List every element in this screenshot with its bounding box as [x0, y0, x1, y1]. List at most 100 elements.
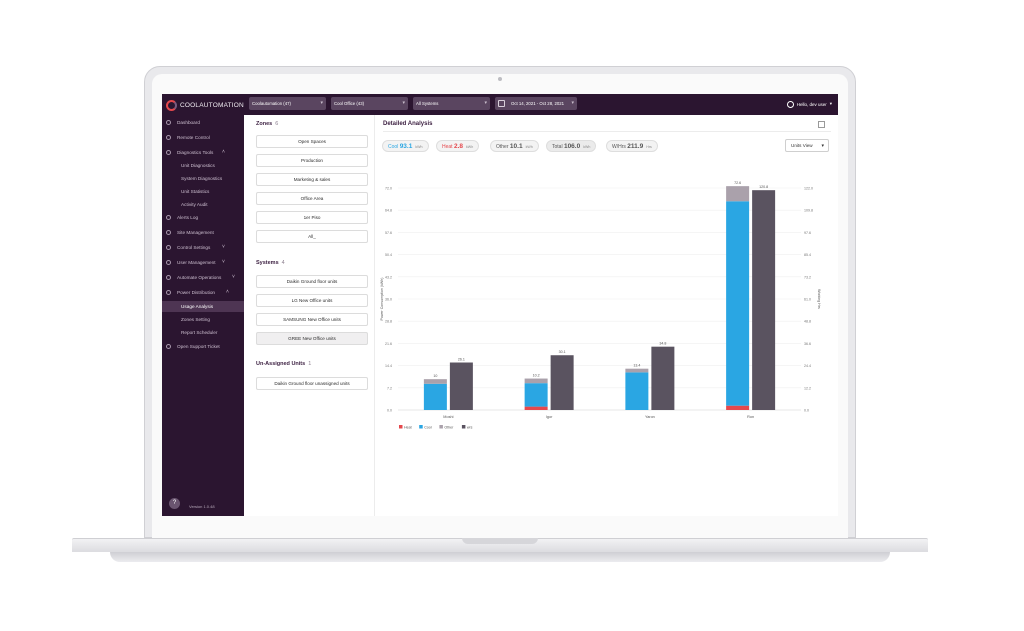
divider [383, 131, 831, 132]
site-select-value: Cool Office (43) [334, 101, 365, 106]
units-view-select[interactable]: Units View ▾ [785, 139, 829, 152]
pill-heat: Heat 2.8 kWh [436, 140, 480, 152]
site-select[interactable]: Cool Office (43) ▾ [331, 97, 408, 110]
y-tick-label: 28.8 [385, 320, 392, 324]
bar-wrs [651, 346, 675, 410]
system-item[interactable]: LG New Office units [256, 294, 368, 307]
zones-title: Zones 6 [256, 121, 278, 127]
sidebar-item-usage-analysis[interactable]: Usage Analysis [162, 301, 244, 312]
x-tick-label: Ron [747, 415, 754, 419]
logo-text: COOLAUTOMATION [180, 101, 244, 109]
sidebar-item-unit-statistics[interactable]: Unit Statistics [162, 186, 244, 197]
sidebar-item-label: System Diagnostics [181, 176, 223, 181]
sidebar-item-site-management[interactable]: Site Management [162, 227, 244, 238]
system-item[interactable]: GREE New Office units [256, 332, 368, 345]
chevron-up-icon: ˄ [222, 149, 225, 155]
dashboard-icon [166, 120, 171, 125]
systems-count: 4 [281, 260, 285, 266]
zone-item[interactable]: 1er Piso [256, 211, 368, 224]
filter-panel: Zones 6 Open Spaces Production Marketing … [247, 115, 375, 516]
y-tick-label: 36.0 [385, 298, 392, 302]
y-tick-label: 72.0 [385, 187, 392, 191]
sidebar-item-label: Unit Diagnostics [181, 163, 215, 168]
sidebar-item-label: Diagnostics Tools [177, 150, 214, 155]
units-view-value: Units View [791, 143, 813, 148]
sidebar-item-label: Activity Audit [181, 202, 208, 207]
legend-label: Heat [404, 426, 412, 430]
sidebar-item-label: Unit Statistics [181, 189, 210, 194]
date-range-value: Oct 14, 2021 - Oct 28, 2021 [511, 101, 565, 106]
analysis-title: Detailed Analysis [383, 121, 433, 127]
chevron-down-icon: ▾ [571, 100, 574, 106]
bar-other [625, 368, 649, 373]
zone-item[interactable]: Office Area [256, 192, 368, 205]
zone-item[interactable]: Marketing & sales [256, 173, 368, 186]
sidebar-item-system-diagnostics[interactable]: System Diagnostics [162, 173, 244, 184]
system-item[interactable]: SAMSUNG New Office units [256, 313, 368, 326]
y-right-tick-label: 73.2 [804, 275, 811, 279]
sidebar-item-label: Open Support Ticket [177, 344, 220, 349]
sidebar-item-label: Dashboard [177, 120, 200, 125]
x-tick-label: Moshi [443, 415, 453, 419]
pill-label: Other [496, 144, 509, 150]
sidebar-item-automate-operations[interactable]: Automate Operations ˅ [162, 272, 244, 283]
zones-title-text: Zones [256, 121, 273, 127]
version-label: Version 1.0.48 [189, 504, 215, 509]
main-content: Zones 6 Open Spaces Production Marketing … [244, 115, 838, 516]
y-right-tick-label: 0.0 [804, 409, 809, 413]
logo-icon [166, 99, 177, 111]
sidebar-item-diagnostics-tools[interactable]: Diagnostics Tools ˄ [162, 147, 244, 158]
sidebar-item-unit-diagnostics[interactable]: Unit Diagnostics [162, 160, 244, 171]
x-tick-label: Yaron [645, 415, 655, 419]
bar-total-label: 13.4 [633, 364, 640, 368]
sidebar-item-label: Control Settings [177, 245, 211, 250]
sidebar-item-label: Power Distribution [177, 290, 216, 295]
bar-other [524, 378, 548, 384]
customer-select[interactable]: Coolautomation (47) ▾ [249, 97, 326, 110]
system-item[interactable]: Daikin Ground floor units [256, 275, 368, 288]
system-select[interactable]: All Systems ▾ [413, 97, 490, 110]
sidebar-item-zones-setting[interactable]: Zones Setting [162, 314, 244, 325]
y-tick-label: 14.4 [385, 364, 392, 368]
sidebar-item-activity-audit[interactable]: Activity Audit [162, 199, 244, 210]
sidebar-item-label: Zones Setting [181, 317, 210, 322]
unassigned-item[interactable]: Daikin Ground floor unassigned units [256, 377, 368, 390]
sidebar-item-user-management[interactable]: User Management ˅ [162, 257, 244, 268]
zone-item[interactable]: All_ [256, 230, 368, 243]
sidebar-item-power-distribution[interactable]: Power Distribution ˄ [162, 287, 244, 298]
chevron-down-icon: ˅ [222, 244, 225, 250]
settings-icon [166, 245, 171, 250]
date-range-picker[interactable]: Oct 14, 2021 - Oct 28, 2021 ▾ [495, 97, 577, 110]
user-menu[interactable]: Hello, dev user ▾ [786, 98, 832, 110]
unassigned-title: Un-Assigned Units 1 [256, 361, 311, 367]
bar-cool [625, 372, 649, 410]
y-right-tick-label: 12.2 [804, 386, 811, 390]
unassigned-count: 1 [308, 361, 312, 367]
pill-unit: kWh [466, 145, 474, 149]
pill-label: Total [552, 144, 563, 150]
sidebar-item-control-settings[interactable]: Control Settings ˅ [162, 242, 244, 253]
calendar-icon [498, 100, 505, 107]
top-bar: COOLAUTOMATION Coolautomation (47) ▾ Coo… [162, 94, 838, 115]
pill-value: 106.0 [563, 143, 581, 150]
zone-item[interactable]: Open Spaces [256, 135, 368, 148]
pill-value: 2.8 [453, 143, 463, 150]
y-right-tick-label: 48.8 [804, 320, 811, 324]
pill-whrs: W/Hrs 211.9 Hrs [606, 140, 658, 152]
y-right-tick-label: 97.6 [804, 231, 811, 235]
pill-unit: kWh [525, 145, 533, 149]
unassigned-title-text: Un-Assigned Units [256, 361, 306, 367]
system-select-value: All Systems [416, 101, 439, 106]
expand-icon[interactable] [818, 121, 825, 128]
sidebar-item-open-support-ticket[interactable]: Open Support Ticket [162, 341, 244, 352]
sidebar-item-alerts-log[interactable]: Alerts Log [162, 212, 244, 223]
zone-item[interactable]: Production [256, 154, 368, 167]
sidebar-item-dashboard[interactable]: Dashboard [162, 117, 244, 128]
sidebar-item-remote-control[interactable]: Remote Control [162, 132, 244, 143]
help-button[interactable]: ? [169, 498, 180, 509]
bar-total-label: 10.2 [533, 374, 540, 378]
usage-chart: 0.0 0.0 7.2 12.2 14.4 24.4 21.6 36.6 28.8 48.8 36.… [380, 181, 821, 430]
legend-label: Cool [424, 426, 432, 430]
sidebar-item-report-scheduler[interactable]: Report Scheduler [162, 327, 244, 338]
y-tick-label: 0.0 [387, 409, 392, 413]
